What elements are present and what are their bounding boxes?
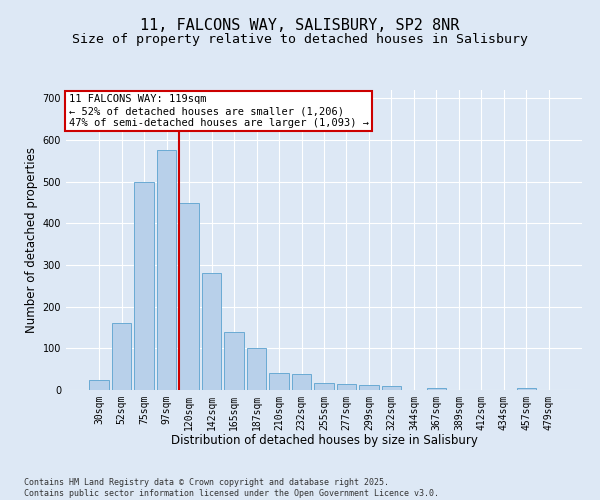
Bar xyxy=(337,384,356,390)
Bar xyxy=(112,324,131,390)
Y-axis label: Number of detached properties: Number of detached properties xyxy=(25,147,38,333)
Bar xyxy=(359,385,379,390)
Bar xyxy=(179,202,199,390)
Text: 11, FALCONS WAY, SALISBURY, SP2 8NR: 11, FALCONS WAY, SALISBURY, SP2 8NR xyxy=(140,18,460,32)
X-axis label: Distribution of detached houses by size in Salisbury: Distribution of detached houses by size … xyxy=(170,434,478,448)
Bar xyxy=(269,374,289,390)
Bar xyxy=(382,386,401,390)
Text: Size of property relative to detached houses in Salisbury: Size of property relative to detached ho… xyxy=(72,32,528,46)
Bar xyxy=(202,274,221,390)
Bar xyxy=(314,383,334,390)
Bar xyxy=(427,388,446,390)
Text: Contains HM Land Registry data © Crown copyright and database right 2025.
Contai: Contains HM Land Registry data © Crown c… xyxy=(24,478,439,498)
Text: 11 FALCONS WAY: 119sqm
← 52% of detached houses are smaller (1,206)
47% of semi-: 11 FALCONS WAY: 119sqm ← 52% of detached… xyxy=(68,94,368,128)
Bar xyxy=(292,374,311,390)
Bar xyxy=(247,348,266,390)
Bar xyxy=(224,332,244,390)
Bar xyxy=(134,182,154,390)
Bar xyxy=(157,150,176,390)
Bar xyxy=(517,388,536,390)
Bar xyxy=(89,380,109,390)
